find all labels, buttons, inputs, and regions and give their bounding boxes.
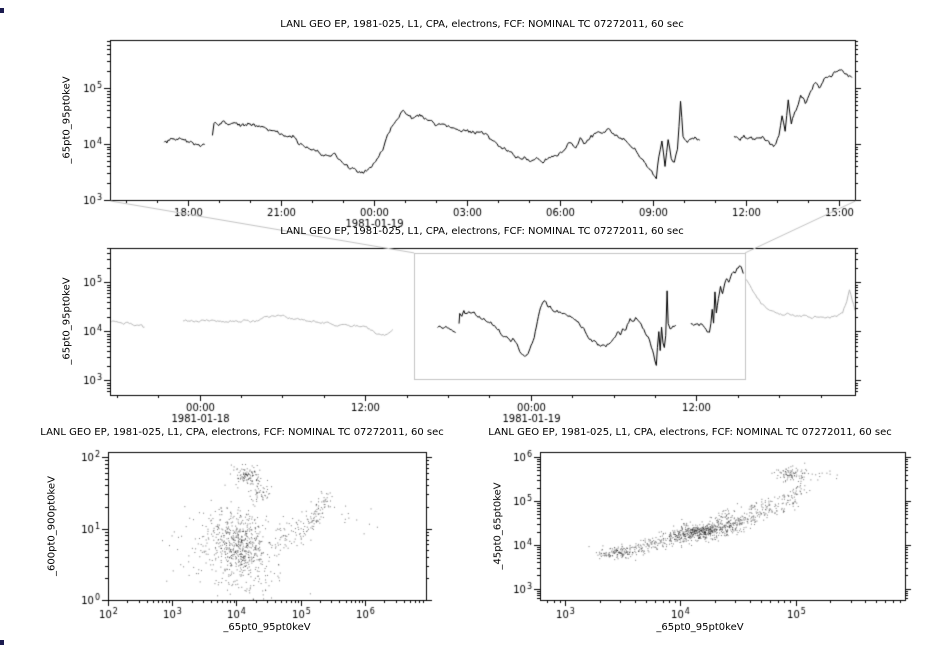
screen-artifact-top-left [0, 8, 4, 13]
panel2-y-axis-label: _65pt0_95pt0keV [61, 277, 73, 365]
screen-artifact-bottom-left [0, 640, 4, 645]
panel3-title: LANL GEO EP, 1981-025, L1, CPA, electron… [40, 427, 444, 438]
panel4-y-axis-label: _45pt0_65pt0keV [492, 482, 504, 570]
panel2-title: LANL GEO EP, 1981-025, L1, CPA, electron… [280, 226, 684, 237]
panel3-y-axis-label: _600pt0_900pt0keV [46, 476, 58, 576]
panel1-title: LANL GEO EP, 1981-025, L1, CPA, electron… [280, 19, 684, 30]
panel4-x-axis-label: _65pt0_95pt0keV [656, 622, 744, 633]
panel1-y-axis-label: _65pt0_95pt0keV [61, 76, 73, 164]
panel3-x-axis-label: _65pt0_95pt0keV [223, 622, 311, 633]
panel4-title: LANL GEO EP, 1981-025, L1, CPA, electron… [488, 427, 892, 438]
